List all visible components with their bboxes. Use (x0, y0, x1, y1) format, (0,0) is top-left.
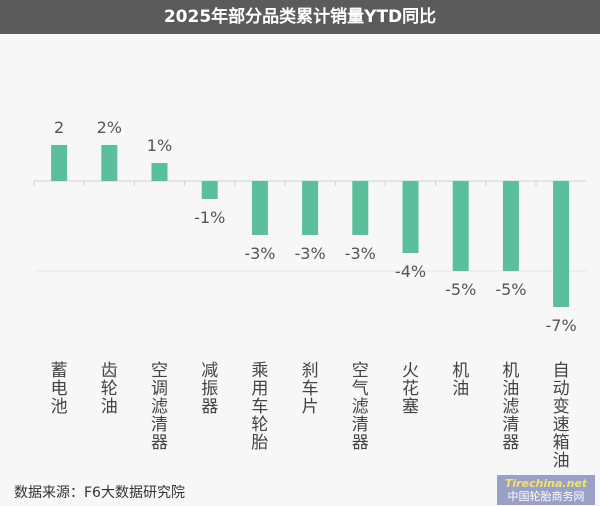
data-label: -5% (495, 280, 526, 299)
category-label: 空气滤清器 (351, 361, 369, 453)
bar (452, 181, 469, 271)
source-note: 数据来源：F6大数据研究院 (14, 485, 185, 501)
bar (402, 181, 419, 253)
category-label: 乘用车轮胎 (251, 361, 269, 453)
data-label: 1% (147, 136, 172, 155)
bar (502, 181, 519, 271)
data-label: -3% (295, 244, 326, 263)
data-label: -5% (445, 280, 476, 299)
data-label: 2% (97, 118, 122, 137)
bar (151, 163, 168, 181)
data-label: -1% (194, 208, 225, 227)
chart-title: 2025年部分品类累计销量YTD同比 (0, 0, 600, 34)
data-label: -4% (395, 262, 426, 281)
category-label: 蓄电池 (50, 361, 68, 417)
category-label: 机油滤清器 (502, 361, 520, 453)
data-label: -7% (546, 316, 577, 335)
bar (302, 181, 319, 235)
category-label: 齿轮油 (100, 361, 118, 417)
watermark-brand: Tirechina.net (504, 477, 588, 490)
category-label: 自动变速箱油 (552, 361, 570, 471)
bar (201, 181, 218, 199)
data-label: 2 (54, 118, 64, 137)
category-label: 火花塞 (402, 361, 419, 417)
bar (51, 145, 68, 181)
category-label: 刹车片 (301, 361, 319, 417)
data-label: -3% (244, 244, 275, 263)
category-label: 空调滤清器 (151, 361, 168, 453)
bar (251, 181, 268, 235)
bar (101, 145, 118, 181)
chart-plot: 2 2% 1% -1% -3% -3% -3% -4% -5% -5% -7% (33, 118, 587, 335)
category-label: 机油 (452, 361, 470, 399)
watermark-name: 中国轮胎商务网 (507, 490, 585, 503)
category-label: 减振器 (201, 361, 219, 417)
bar (553, 181, 570, 307)
bar (352, 181, 369, 235)
watermark-logo: Tirechina.net 中国轮胎商务网 (497, 475, 595, 505)
data-label: -3% (345, 244, 376, 263)
